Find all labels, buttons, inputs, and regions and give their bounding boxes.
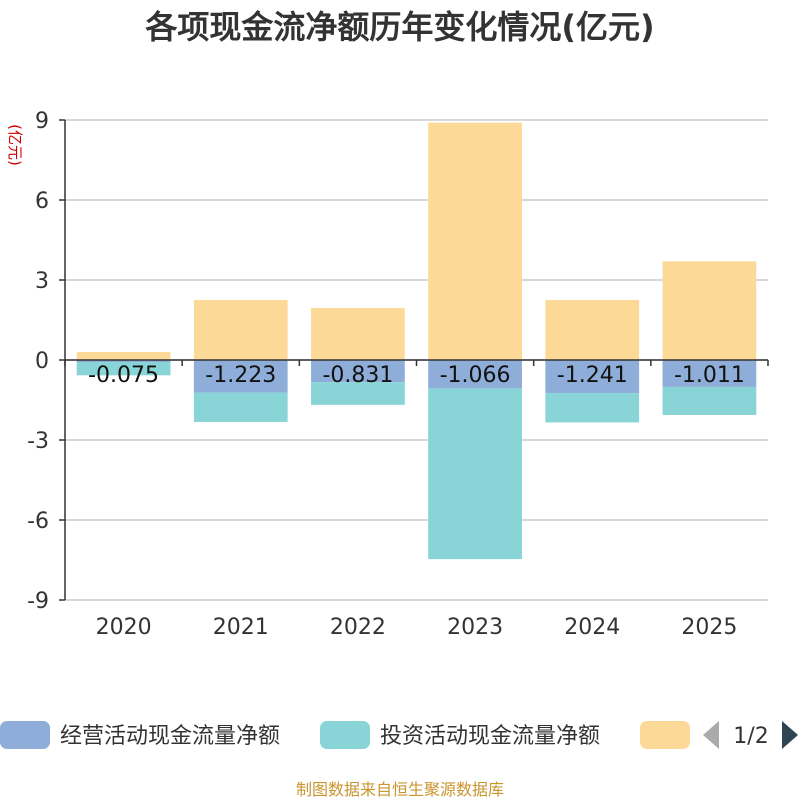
x-tick-label-2021: 2021: [213, 615, 269, 640]
data-label-2022: -0.831: [322, 363, 393, 388]
data-label-2024: -1.241: [557, 363, 628, 388]
x-tick-label-2024: 2024: [564, 615, 620, 640]
legend-label-2[interactable]: 投资活动现金流量净额: [380, 724, 600, 749]
y-tick-label: 9: [35, 109, 49, 134]
data-label-2020: -0.075: [88, 363, 159, 388]
x-tick-label-2020: 2020: [96, 615, 152, 640]
y-tick-label: 0: [35, 349, 49, 374]
bar-2023-series-3: [428, 122, 522, 361]
bar-2022-series-2: [311, 382, 405, 405]
x-tick-label-2025: 2025: [681, 615, 737, 640]
bar-2025-series-2: [662, 386, 757, 415]
y-tick-label: -9: [27, 589, 49, 614]
bar-2024-series-2: [545, 393, 640, 423]
bar-2025-series-3: [662, 261, 757, 360]
bar-2023-series-1: [428, 360, 522, 389]
bar-2020-series-3: [76, 352, 171, 360]
bar-2021-series-1: [193, 360, 288, 393]
source-note: 制图数据来自恒生聚源数据库: [296, 780, 504, 799]
x-tick-label-2022: 2022: [330, 615, 386, 640]
x-tick-label-2023: 2023: [447, 615, 503, 640]
legend-swatch-1[interactable]: [0, 721, 50, 749]
bar-2022-series-1: [311, 360, 405, 383]
legend-page-indicator: 1/2: [733, 724, 768, 749]
legend-label-1[interactable]: 经营活动现金流量净额: [60, 724, 280, 749]
bar-2024-series-3: [545, 300, 640, 360]
bars: [76, 122, 757, 560]
legend-next-icon[interactable]: [782, 721, 798, 749]
data-label-2021: -1.223: [205, 363, 276, 388]
legend-swatch-3[interactable]: [640, 721, 690, 749]
bar-2020-series-2: [76, 362, 171, 376]
bar-2022-series-3: [311, 308, 405, 360]
bar-2023-series-2: [428, 388, 522, 560]
y-tick-label: 3: [35, 269, 49, 294]
legend-prev-icon[interactable]: [703, 721, 719, 749]
y-tick-label: -3: [27, 429, 49, 454]
bar-2021-series-3: [193, 300, 288, 360]
data-labels: -0.075 -1.223 -0.831 -1.066 -1.241 -1.011: [88, 363, 745, 388]
bar-2020-series-1: [76, 360, 171, 362]
legend: 经营活动现金流量净额 投资活动现金流量净额 1/2: [0, 721, 798, 749]
axes: 9 6 3 0 -3 -6 -9 2020 2021 2022 2023 2024 2025: [27, 109, 769, 640]
y-tick-label: 6: [35, 189, 49, 214]
data-label-2023: -1.066: [440, 363, 511, 388]
bar-2021-series-2: [193, 392, 288, 422]
legend-swatch-2[interactable]: [320, 721, 370, 749]
y-axis-label: (亿元): [6, 124, 24, 166]
y-tick-label: -6: [27, 509, 49, 534]
chart-title: 各项现金流净额历年变化情况(亿元): [145, 8, 654, 46]
data-label-2025: -1.011: [674, 363, 745, 388]
bar-2024-series-1: [545, 360, 640, 394]
bar-2025-series-1: [662, 360, 757, 387]
